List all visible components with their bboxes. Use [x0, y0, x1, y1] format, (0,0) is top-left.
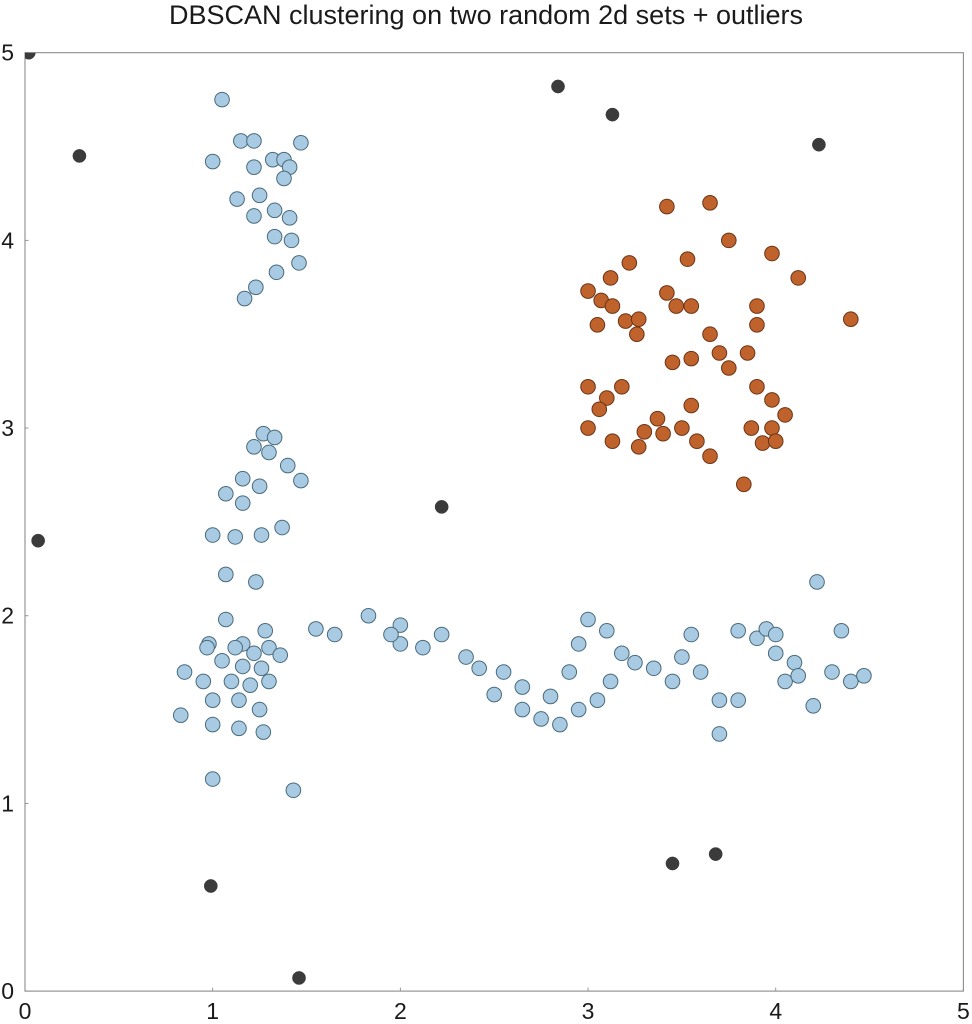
- svg-text:1: 1: [206, 998, 219, 1024]
- svg-text:2: 2: [394, 998, 407, 1024]
- svg-text:0: 0: [19, 998, 32, 1024]
- svg-text:5: 5: [957, 998, 970, 1024]
- svg-text:4: 4: [769, 998, 782, 1024]
- svg-text:3: 3: [582, 998, 595, 1024]
- svg-text:4: 4: [1, 227, 14, 253]
- svg-text:1: 1: [1, 790, 14, 816]
- svg-text:3: 3: [1, 415, 14, 441]
- svg-text:2: 2: [1, 603, 14, 629]
- svg-text:0: 0: [1, 978, 14, 1004]
- svg-text:5: 5: [1, 40, 14, 66]
